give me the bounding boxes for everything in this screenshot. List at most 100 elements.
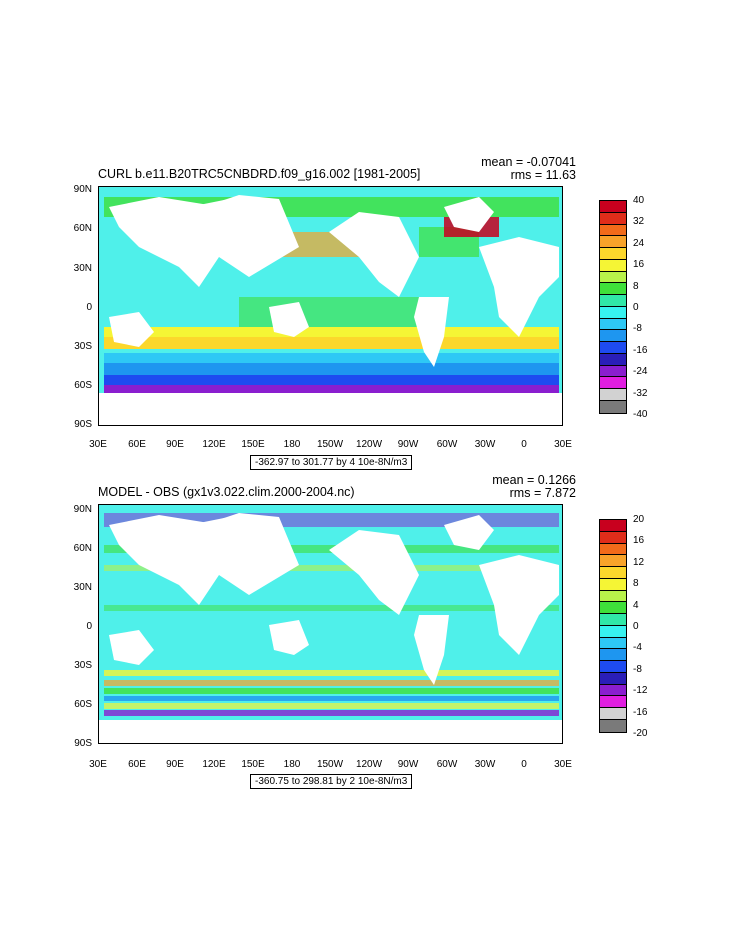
colorbar-label: 24	[633, 238, 645, 249]
colorbar-segment	[600, 212, 626, 225]
colorbar-label: 20	[633, 514, 645, 525]
colorbar-segment	[600, 649, 626, 662]
range-label: -360.75 to 298.81 by 2 10e-8N/m3	[250, 774, 413, 789]
colorbar-segment	[600, 696, 626, 709]
colorbar-segment	[600, 637, 626, 650]
colorbar-segment	[600, 684, 626, 697]
lon-label: 30E	[89, 439, 107, 450]
colorbar-segment	[600, 201, 626, 213]
range-label: -362.97 to 301.77 by 4 10e-8N/m3	[250, 455, 413, 470]
lon-label: 0	[521, 439, 527, 450]
panel-title: CURL b.e11.B20TRC5CNBDRD.f09_g16.002 [19…	[98, 167, 421, 181]
colorbar-segment	[600, 365, 626, 378]
colorbar-segment	[600, 520, 626, 532]
lon-label: 60E	[128, 439, 146, 450]
lat-label: 90S	[74, 738, 92, 749]
lat-label: 30S	[74, 341, 92, 352]
colorbar-segment	[600, 306, 626, 319]
colorbar-segment	[600, 318, 626, 331]
colorbar	[599, 519, 627, 733]
mean-value: mean = 0.1266	[492, 473, 576, 487]
colorbar-segment	[600, 295, 626, 307]
colorbar-segment	[600, 224, 626, 237]
lat-label: 0	[86, 621, 92, 632]
colorbar-segment	[600, 330, 626, 343]
lon-label: 120E	[202, 439, 226, 450]
colorbar-segment	[600, 259, 626, 272]
colorbar-segment	[600, 625, 626, 638]
colorbar-label: 0	[633, 302, 639, 313]
colorbar-segment	[600, 401, 626, 413]
colorbar-label: -32	[633, 388, 648, 399]
colorbar-segment	[600, 248, 626, 260]
lon-label: 30W	[474, 439, 496, 450]
lon-label: 30E	[554, 439, 572, 450]
colorbar-segment	[600, 531, 626, 544]
lon-label: 150E	[241, 439, 265, 450]
colorbar-label: -12	[633, 685, 648, 696]
colorbar-segment	[600, 578, 626, 591]
lon-label: 90E	[166, 759, 184, 770]
lon-label: 120W	[355, 439, 383, 450]
lon-label: 60E	[128, 759, 146, 770]
rms-value: rms = 7.872	[509, 486, 576, 500]
colorbar-segment	[600, 708, 626, 721]
colorbar-segment	[600, 720, 626, 732]
colorbar-segment	[600, 377, 626, 390]
lon-label: 180	[283, 439, 301, 450]
map-field	[99, 505, 562, 743]
lat-label: 60S	[74, 380, 92, 391]
colorbar-label: 40	[633, 195, 645, 206]
colorbar-segment	[600, 672, 626, 685]
lon-label: 60W	[436, 439, 458, 450]
lat-label: 30N	[73, 582, 92, 593]
colorbar-segment	[600, 555, 626, 568]
colorbar-label: 16	[633, 535, 645, 546]
lat-label: 60N	[73, 223, 92, 234]
colorbar-label: 0	[633, 621, 639, 632]
colorbar	[599, 200, 627, 414]
lon-label: 150W	[316, 759, 344, 770]
colorbar-label: 32	[633, 216, 645, 227]
lat-label: 60S	[74, 699, 92, 710]
colorbar-segment	[600, 590, 626, 603]
lon-label: 120W	[355, 759, 383, 770]
colorbar-segment	[600, 614, 626, 626]
colorbar-label: -16	[633, 707, 648, 718]
colorbar-segment	[600, 661, 626, 673]
colorbar-label: 12	[633, 557, 645, 568]
lon-label: 90W	[397, 439, 419, 450]
panel-title: MODEL - OBS (gx1v3.022.clim.2000-2004.nc…	[98, 485, 355, 499]
colorbar-label: -24	[633, 366, 648, 377]
colorbar-label: 16	[633, 259, 645, 270]
colorbar-segment	[600, 353, 626, 366]
colorbar-label: -4	[633, 642, 642, 653]
lat-label: 90N	[73, 504, 92, 515]
rms-value: rms = 11.63	[510, 168, 576, 182]
colorbar-segment	[600, 567, 626, 579]
lon-label: 150E	[241, 759, 265, 770]
colorbar-segment	[600, 236, 626, 249]
lat-label: 30S	[74, 660, 92, 671]
colorbar-label: 8	[633, 281, 639, 292]
colorbar-label: 4	[633, 600, 639, 611]
lat-label: 30N	[73, 263, 92, 274]
colorbar-segment	[600, 602, 626, 615]
colorbar-segment	[600, 283, 626, 296]
colorbar-segment	[600, 543, 626, 556]
colorbar-label: -20	[633, 728, 648, 739]
map-plot	[98, 504, 563, 744]
map-plot	[98, 186, 563, 426]
mean-value: mean = -0.07041	[481, 155, 576, 169]
colorbar-label: -16	[633, 345, 648, 356]
lon-label: 120E	[202, 759, 226, 770]
lon-label: 150W	[316, 439, 344, 450]
lat-label: 0	[86, 302, 92, 313]
lon-label: 30E	[554, 759, 572, 770]
lon-label: 90W	[397, 759, 419, 770]
colorbar-label: 8	[633, 578, 639, 589]
colorbar-segment	[600, 389, 626, 402]
lon-label: 90E	[166, 439, 184, 450]
lat-label: 90N	[73, 184, 92, 195]
colorbar-label: -40	[633, 409, 648, 420]
